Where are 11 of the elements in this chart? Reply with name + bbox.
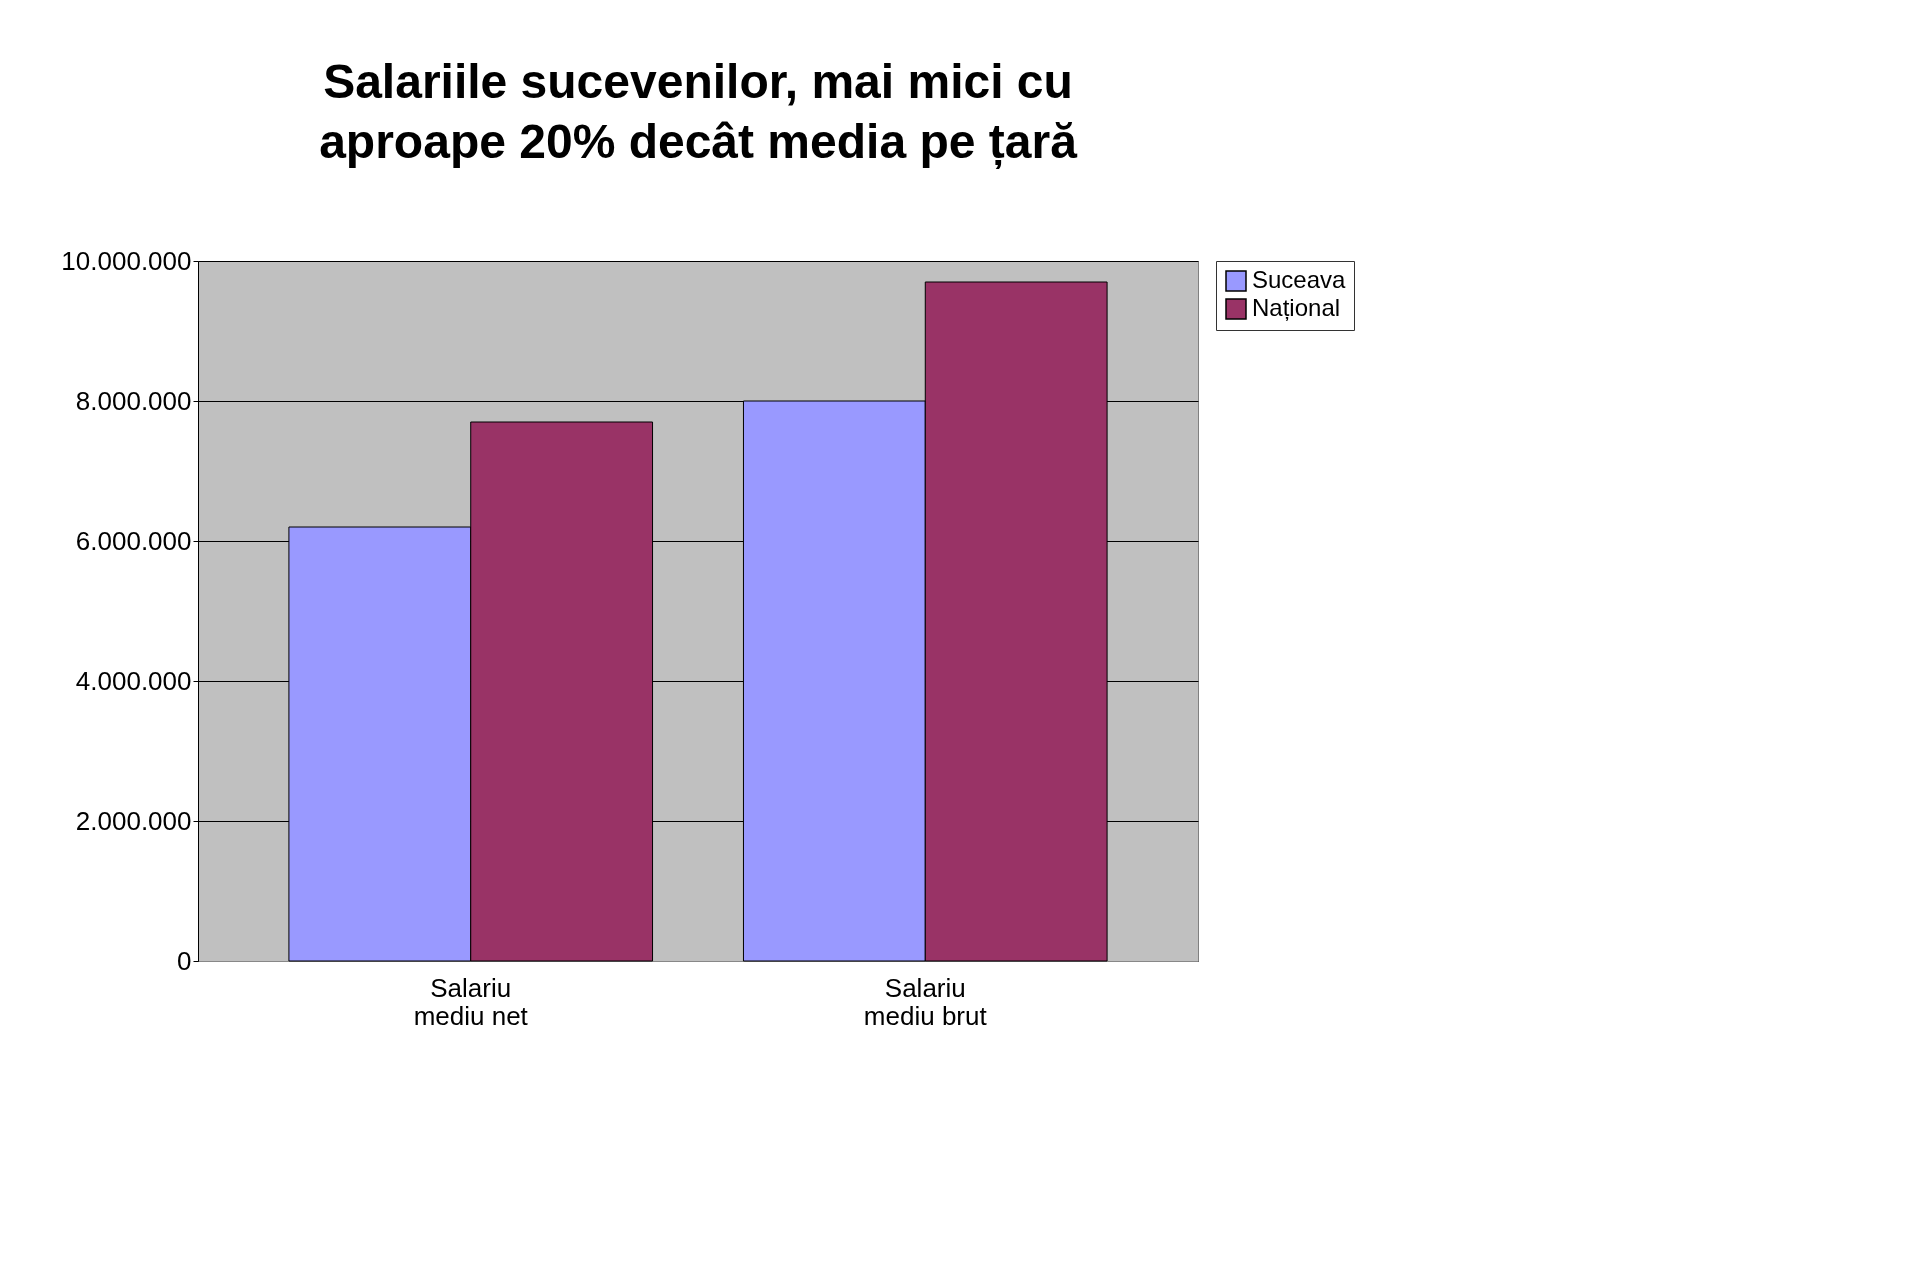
legend-label: Suceava — [1252, 266, 1347, 293]
y-tick-label: 10.000.000 — [61, 245, 192, 276]
x-tick-label: Salariu mediu brut — [863, 972, 988, 1031]
y-tick-label: 6.000.000 — [75, 525, 192, 556]
chart-title: Salariile sucevenilor, mai mici cu aproape 20% decât media pe țară — [319, 55, 1078, 169]
y-tick-label: 8.000.000 — [75, 385, 192, 416]
legend-label: Național — [1252, 294, 1341, 321]
y-tick-label: 0 — [177, 945, 192, 976]
x-tick-label: Salariu mediu net — [413, 972, 529, 1031]
y-tick-label: 4.000.000 — [75, 665, 192, 696]
y-tick-label: 2.000.000 — [75, 805, 192, 836]
